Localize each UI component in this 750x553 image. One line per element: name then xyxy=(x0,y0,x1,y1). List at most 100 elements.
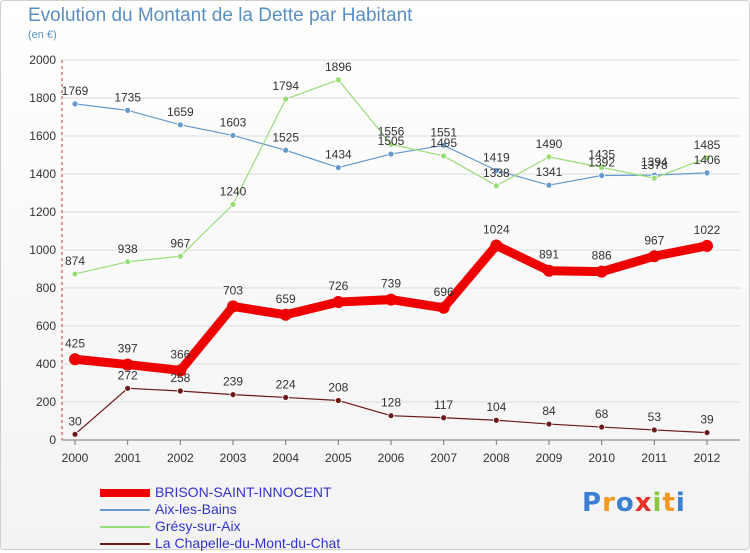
proxiti-logo: Proxiti xyxy=(582,488,686,518)
data-label: 967 xyxy=(170,236,190,250)
legend-item: La Chapelle-du-Mont-du-Chat xyxy=(100,535,500,553)
data-label: 938 xyxy=(118,242,138,256)
data-label: 53 xyxy=(648,410,662,424)
x-tick-label: 2008 xyxy=(483,451,510,465)
data-label: 1556 xyxy=(378,124,405,138)
data-label: 1735 xyxy=(114,90,141,104)
data-label: 1341 xyxy=(536,165,563,179)
data-label: 84 xyxy=(542,404,556,418)
data-label: 1794 xyxy=(272,79,299,93)
data-label: 366 xyxy=(170,347,190,361)
x-tick-label: 2003 xyxy=(220,451,247,465)
data-label: 1525 xyxy=(272,130,299,144)
data-label: 1659 xyxy=(167,105,194,119)
data-label: 1406 xyxy=(694,153,721,167)
legend-swatch xyxy=(100,489,150,497)
data-label: 68 xyxy=(595,407,609,421)
legend-label: Grésy-sur-Aix xyxy=(155,518,241,534)
logo-letter: i xyxy=(652,488,663,518)
data-point xyxy=(121,358,134,371)
data-point xyxy=(385,293,397,306)
data-point xyxy=(703,429,711,436)
data-point xyxy=(176,252,184,260)
data-point xyxy=(332,296,345,309)
data-label: 208 xyxy=(328,380,348,394)
data-point xyxy=(69,353,81,366)
y-tick-label: 800 xyxy=(36,281,56,295)
legend-swatch xyxy=(100,509,150,511)
data-point xyxy=(492,416,500,424)
y-tick-label: 400 xyxy=(36,357,56,371)
data-label: 739 xyxy=(381,277,401,291)
logo-letter: i xyxy=(675,488,686,518)
data-point xyxy=(71,270,79,278)
legend-label: La Chapelle-du-Mont-du-Chat xyxy=(155,535,341,551)
data-point xyxy=(282,394,290,401)
x-tick-label: 2007 xyxy=(430,451,457,465)
chart-title: Evolution du Montant de la Dette par Hab… xyxy=(28,5,413,26)
data-label: 425 xyxy=(65,336,85,350)
data-point xyxy=(282,95,290,103)
legend-label: Aix-les-Bains xyxy=(155,501,237,517)
data-label: 39 xyxy=(700,413,714,427)
data-label: 1392 xyxy=(588,156,615,170)
y-tick-label: 1600 xyxy=(29,129,56,143)
data-point xyxy=(71,430,79,438)
data-label: 1490 xyxy=(536,137,563,151)
data-label: 1434 xyxy=(325,148,352,162)
data-labels: 425 397 366 703 659 726 739 696 1024 891 886 967 102… xyxy=(62,60,721,429)
data-label: 886 xyxy=(592,249,612,263)
data-label: 117 xyxy=(434,398,453,412)
legend-swatch xyxy=(100,526,150,528)
data-point xyxy=(595,265,608,278)
data-point xyxy=(387,412,395,420)
data-point xyxy=(279,308,292,321)
x-tick-label: 2006 xyxy=(378,451,405,465)
data-point xyxy=(545,153,553,161)
data-point xyxy=(334,164,342,171)
data-point xyxy=(176,121,184,129)
data-point xyxy=(648,250,661,263)
axes: 0 200 400 600 800 1000 1200 1400 1600 1800 2000 200… xyxy=(29,53,740,465)
x-tick-label: 2002 xyxy=(167,451,194,465)
data-label: 1485 xyxy=(694,138,721,152)
data-label: 891 xyxy=(539,248,559,262)
data-label: 967 xyxy=(644,233,664,247)
data-point xyxy=(545,420,553,428)
data-label: 1394 xyxy=(641,155,668,169)
data-label: 272 xyxy=(118,368,138,382)
y-tick-label: 1200 xyxy=(29,205,56,219)
data-label: 1551 xyxy=(430,125,457,139)
data-point xyxy=(282,146,290,154)
data-point xyxy=(598,172,606,179)
data-point xyxy=(229,391,237,398)
data-label: 1769 xyxy=(62,84,89,98)
x-tick-label: 2001 xyxy=(114,451,141,465)
x-tick-label: 2012 xyxy=(694,451,721,465)
grid xyxy=(62,59,740,403)
data-label: 1435 xyxy=(588,147,615,161)
y-tick-label: 2000 xyxy=(29,53,56,67)
data-point xyxy=(176,387,184,395)
data-label: 1338 xyxy=(483,166,510,180)
data-point xyxy=(437,301,450,314)
data-point xyxy=(545,181,553,189)
data-point xyxy=(387,150,395,158)
data-label: 696 xyxy=(434,285,454,299)
data-label: 1240 xyxy=(220,184,247,198)
legend-item: Aix-les-Bains xyxy=(100,501,500,519)
data-point xyxy=(703,169,711,177)
data-label: 1896 xyxy=(325,60,352,74)
data-point xyxy=(124,106,132,114)
legend-item: Grésy-sur-Aix xyxy=(100,518,500,536)
logo-letter: P xyxy=(582,488,603,518)
chart-unit: (en €) xyxy=(28,29,57,41)
data-label: 239 xyxy=(223,375,243,389)
data-label: 224 xyxy=(276,377,296,391)
data-point xyxy=(703,154,711,162)
logo-letter: r xyxy=(602,488,616,518)
data-point xyxy=(701,239,713,252)
data-point xyxy=(124,384,132,392)
